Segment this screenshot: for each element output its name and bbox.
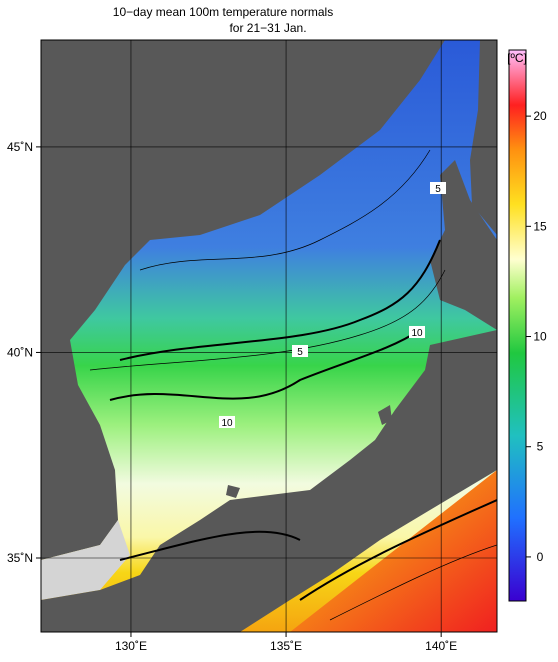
contour-label-bg [430, 182, 446, 194]
x-tick-label: 140˚E [425, 639, 457, 653]
pacific [290, 470, 497, 632]
x-tick-label: 130˚E [115, 639, 147, 653]
colorbar-tick-label: 15 [533, 219, 547, 233]
colorbar-tick-label: 20 [533, 109, 547, 123]
island-oki [226, 485, 240, 498]
contour-label-bg [409, 326, 425, 338]
y-tick-label: 40˚N [7, 345, 33, 359]
island-sado [378, 405, 392, 425]
title-line: for 21−31 Jan. [229, 21, 306, 35]
y-tick-label: 35˚N [7, 551, 33, 565]
land-hokkaido [430, 160, 497, 330]
coast-mask [41, 520, 130, 600]
island-ullung [193, 135, 218, 160]
contours [89, 149, 497, 621]
colorbar-tick-label: 0 [537, 550, 544, 564]
colorbar-tick-label: 5 [537, 440, 544, 454]
colorbar-unit: [ºC] [507, 51, 527, 65]
contour-label: 10 [411, 328, 423, 339]
land-sakhalin [470, 40, 497, 235]
land-asia [41, 40, 445, 560]
contour-label: 10 [221, 418, 233, 429]
title-line: 10−day mean 100m temperature normals [113, 5, 333, 19]
colorbar [508, 49, 527, 602]
contour-label: 5 [435, 184, 441, 195]
map-area [41, 40, 497, 632]
y-tick-label: 45˚N [7, 140, 33, 154]
contour-label: 5 [297, 347, 303, 358]
contour-label-bg [292, 345, 308, 357]
land-honshu [41, 330, 497, 632]
colorbar-tick-label: 10 [533, 330, 547, 344]
map-frame [40, 39, 498, 633]
x-tick-label: 135˚E [270, 639, 302, 653]
contour-label-bg [219, 416, 235, 428]
